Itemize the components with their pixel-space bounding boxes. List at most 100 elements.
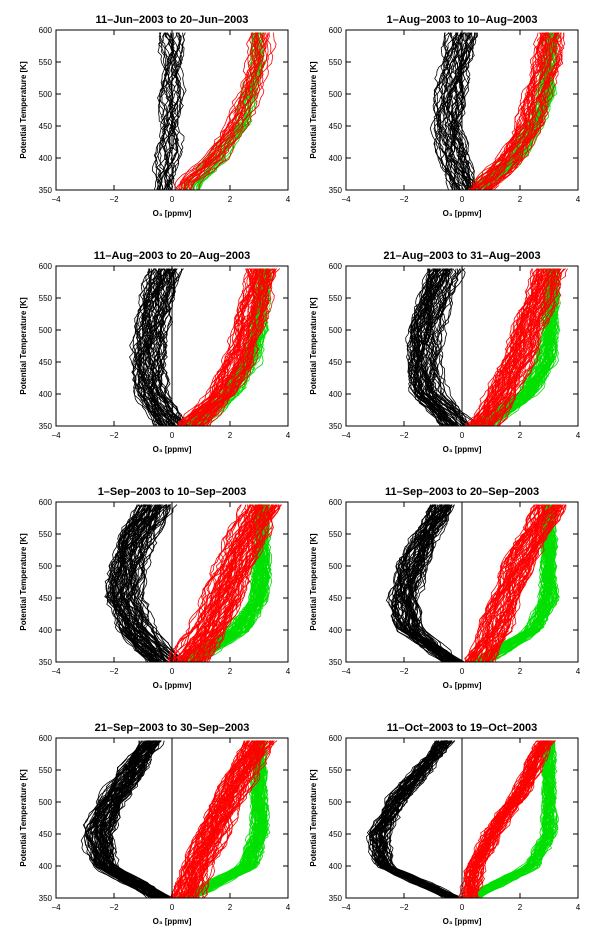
green-profile-line: [185, 740, 268, 898]
x-axis-label: O₃ [ppmv]: [443, 445, 482, 454]
y-tick-label: 600: [39, 262, 53, 271]
x-axis-label: O₃ [ppmv]: [153, 209, 192, 218]
y-axis-label: Potential Temperature [K]: [309, 297, 318, 395]
x-tick-label: −4: [51, 431, 61, 440]
y-tick-label: 550: [329, 58, 343, 67]
y-tick-label: 550: [39, 766, 53, 775]
black-profile-line: [130, 504, 172, 662]
black-profile-line: [146, 268, 170, 426]
red-profile-line: [180, 740, 259, 898]
green-profile-line: [482, 504, 557, 662]
x-tick-label: 0: [170, 195, 175, 204]
black-profile-line: [431, 268, 469, 426]
black-profile-line: [93, 740, 162, 898]
x-tick-label: 2: [518, 667, 523, 676]
x-tick-label: −4: [341, 195, 351, 204]
red-profile-line: [187, 268, 256, 426]
red-profile-line: [169, 504, 242, 662]
red-profile-line: [207, 268, 275, 426]
black-profile-line: [429, 268, 468, 426]
black-profile-line: [82, 740, 157, 898]
red-profile-line: [183, 32, 256, 190]
red-profile-line: [192, 740, 272, 898]
black-profile-line: [424, 268, 462, 426]
y-tick-label: 350: [39, 186, 53, 195]
black-profile-line: [127, 504, 167, 662]
y-tick-label: 350: [39, 658, 53, 667]
red-profile-line: [167, 504, 248, 662]
x-tick-label: 4: [576, 431, 581, 440]
black-profile-line: [106, 740, 168, 898]
y-tick-label: 400: [329, 154, 343, 163]
red-profile-line: [466, 268, 535, 426]
black-profile-line: [379, 740, 454, 898]
black-profile-line: [151, 268, 176, 426]
chart-title: 11–Aug–2003 to 20–Aug–2003: [94, 250, 251, 262]
black-profile-line: [411, 268, 456, 426]
black-profile-line: [443, 32, 469, 190]
red-profile-line: [190, 740, 271, 898]
black-profile-line: [157, 32, 174, 190]
black-profile-line: [393, 504, 451, 662]
red-profile-line: [195, 740, 266, 898]
red-profile-line: [186, 268, 262, 426]
black-profile-line: [439, 32, 465, 190]
red-profile-line: [180, 32, 262, 190]
chart-panel-7: −4 −2 0 2 4 350 400 450 500 550 600 21–Sep–2003 to …: [19, 722, 291, 926]
y-tick-label: 500: [329, 562, 343, 571]
black-profile-line: [156, 32, 174, 190]
black-profile-line: [413, 268, 453, 426]
x-tick-label: 2: [518, 903, 523, 912]
red-profile-line: [466, 504, 539, 662]
black-profile-line: [134, 268, 166, 426]
y-tick-label: 500: [329, 798, 343, 807]
red-profile-line: [475, 268, 541, 426]
black-profile-line: [166, 32, 183, 190]
red-profile-line: [485, 504, 561, 662]
y-tick-label: 450: [39, 122, 53, 131]
red-profile-line: [491, 504, 567, 662]
chart-panel-6: −4 −2 0 2 4 350 400 450 500 550 600 11–Sep–2003 to …: [309, 486, 581, 690]
red-profile-line: [203, 740, 273, 898]
black-profile-line: [150, 268, 183, 426]
y-tick-label: 600: [39, 498, 53, 507]
chart-panel-8: −4 −2 0 2 4 350 400 450 500 550 600 11–Oct–2003 to …: [309, 722, 581, 926]
x-tick-label: 0: [460, 431, 465, 440]
y-axis-label: Potential Temperature [K]: [19, 297, 28, 395]
profile-lines: [366, 740, 559, 898]
y-tick-label: 550: [39, 58, 53, 67]
x-tick-label: 4: [576, 667, 581, 676]
red-profile-line: [469, 740, 550, 898]
red-profile-line: [177, 740, 255, 898]
red-profile-line: [182, 268, 254, 426]
x-axis-label: O₃ [ppmv]: [443, 917, 482, 926]
red-profile-line: [200, 268, 274, 426]
red-profile-line: [485, 32, 559, 190]
y-tick-label: 550: [39, 294, 53, 303]
red-profile-line: [177, 268, 257, 426]
black-profile-line: [412, 504, 456, 662]
green-profile-line: [179, 504, 264, 662]
black-profile-line: [438, 32, 459, 190]
red-profile-line: [465, 740, 540, 898]
black-profile-line: [427, 268, 470, 426]
y-tick-label: 350: [39, 422, 53, 431]
profile-lines: [385, 504, 567, 662]
black-profile-line: [448, 32, 473, 190]
x-tick-label: 4: [576, 903, 581, 912]
x-tick-label: −4: [51, 667, 61, 676]
x-tick-label: 2: [518, 431, 523, 440]
green-profile-line: [187, 740, 264, 898]
x-tick-label: 4: [286, 903, 291, 912]
red-profile-line: [179, 740, 253, 898]
x-tick-label: 2: [228, 903, 233, 912]
red-profile-line: [481, 268, 549, 426]
black-profile-line: [424, 268, 466, 426]
black-profile-line: [433, 32, 455, 190]
black-profile-line: [432, 32, 456, 190]
red-profile-line: [183, 32, 269, 190]
black-profile-line: [131, 504, 177, 662]
x-tick-label: 4: [286, 195, 291, 204]
x-tick-label: −2: [399, 667, 409, 676]
